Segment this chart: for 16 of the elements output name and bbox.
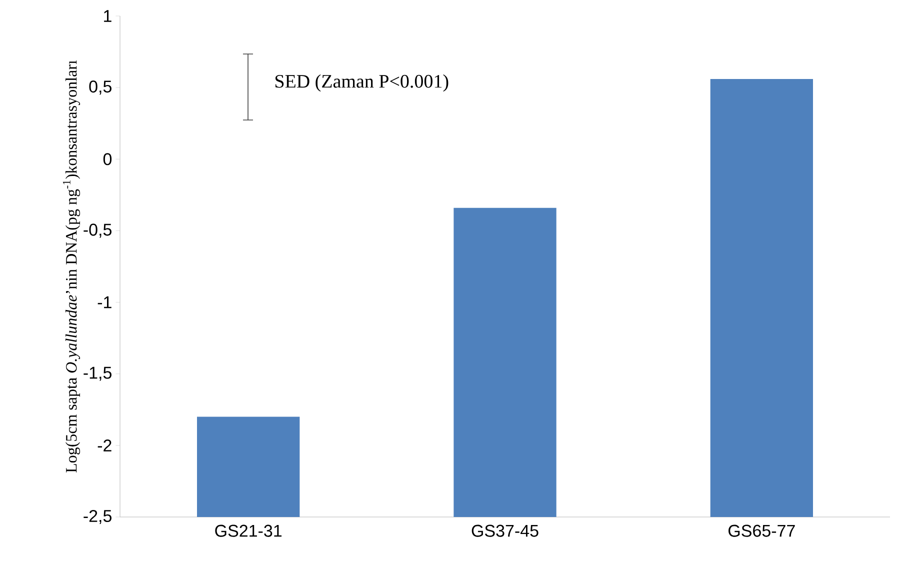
x-tick-label: GS21-31 [215,524,282,537]
y-tick-label: -2,5 [84,510,112,524]
bar [454,208,556,517]
y-tick-label: -1,5 [84,366,112,381]
y-tick-label: -0,5 [84,224,112,238]
bar [197,416,300,517]
y-tick-label: -1 [98,296,112,308]
y-tick-label: 1 [104,10,112,22]
x-tick-label: GS65-77 [728,524,795,537]
x-tick-label: GS37-45 [472,524,538,537]
y-tick-label: 0,5 [89,80,112,95]
y-tick-label: 0 [103,153,112,166]
y-tick-label: -2 [98,439,112,452]
y-axis-title: Log(5cm sapta O.yallundae’nin DNA(pg ng$^{-1}$)konsantrasyonları [62,60,80,472]
annotation: SED (Zaman P<0.001) [275,74,448,92]
bar [710,78,814,517]
